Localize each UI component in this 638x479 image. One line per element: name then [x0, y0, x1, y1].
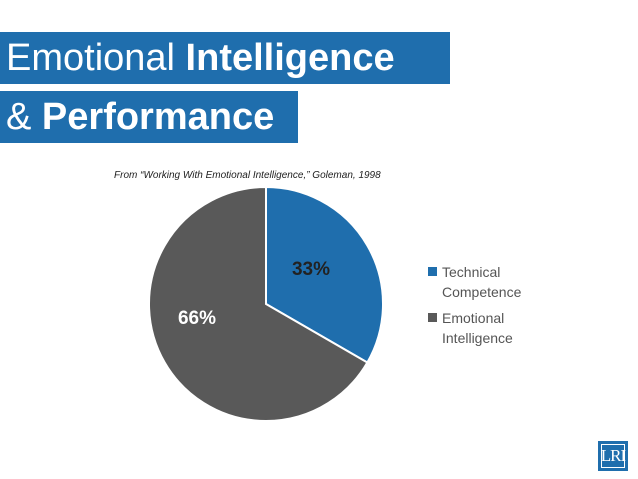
pie-label-technical: 33% — [292, 259, 330, 280]
legend-swatch-emotional — [428, 313, 437, 322]
legend-label-technical: Technical Competence — [442, 264, 522, 300]
logo-text: LRI — [600, 446, 626, 465]
title-line-1: Emotional Intelligence — [0, 32, 450, 84]
title-performance-text: Performance — [41, 96, 275, 138]
title-bold-text: Intelligence — [185, 37, 395, 79]
source-citation: From “Working With Emotional Intelligenc… — [114, 170, 381, 181]
pie-slice-technical — [265, 185, 384, 364]
legend-swatch-technical — [428, 267, 437, 276]
legend-item-technical: Technical Competence — [428, 262, 532, 302]
legend-item-emotional: Emotional Intelligence — [428, 308, 532, 348]
title-ampersand: & — [6, 96, 32, 138]
logo-frame — [601, 444, 625, 468]
title-light-text: Emotional — [6, 37, 175, 79]
legend-label-emotional: Emotional Intelligence — [442, 310, 513, 346]
title-line-2: & Performance — [0, 91, 298, 143]
lri-logo: LRI — [598, 441, 628, 471]
pie-slice-emotional — [148, 185, 369, 422]
chart-legend: Technical Competence Emotional Intellige… — [428, 262, 532, 354]
pie-label-emotional: 66% — [178, 308, 216, 329]
